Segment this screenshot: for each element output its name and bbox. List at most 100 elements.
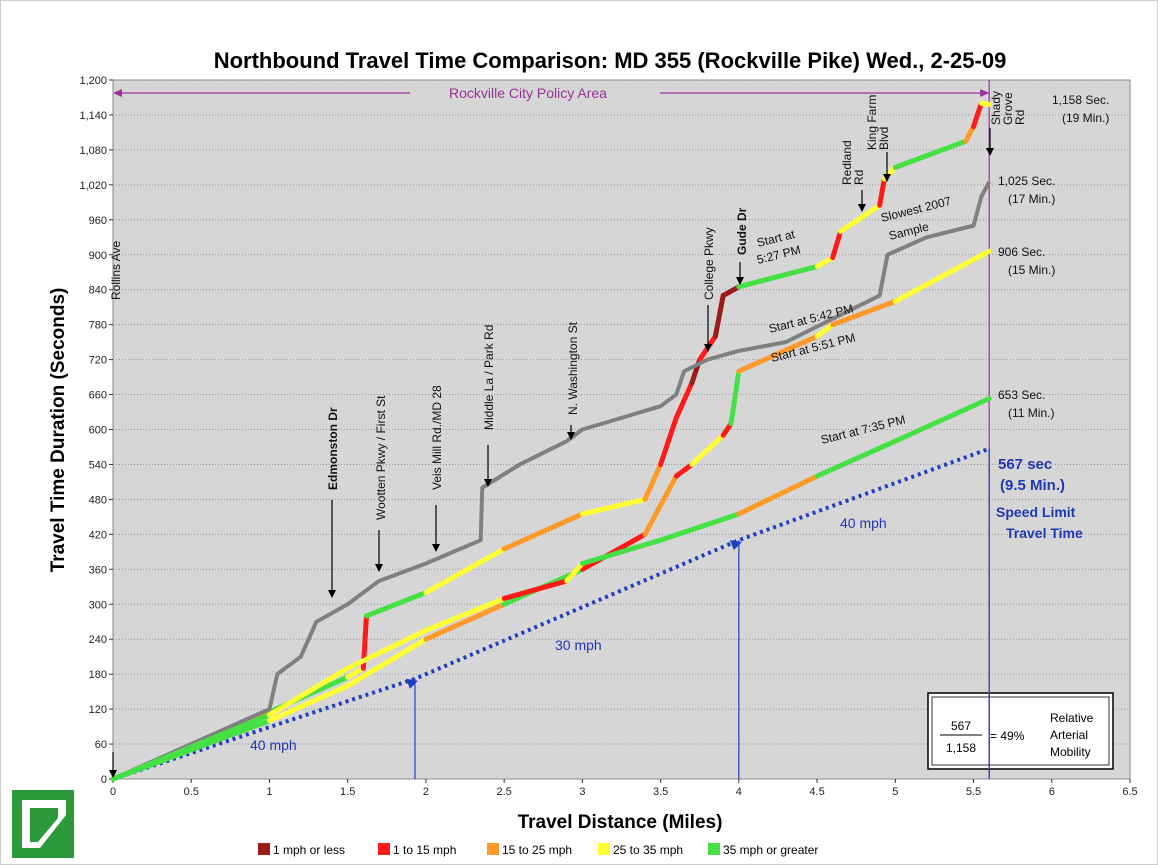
arrowhead [704, 344, 712, 352]
run-segment [892, 396, 992, 444]
x-tick-label: 4.5 [809, 786, 824, 798]
run-segment [712, 293, 726, 339]
y-tick-label: 960 [89, 215, 107, 227]
chart-title: Northbound Travel Time Comparison: MD 35… [214, 48, 1007, 73]
y-tick-label: 720 [89, 355, 107, 367]
arrowhead [405, 678, 418, 689]
run-segment [423, 546, 507, 596]
x-tick-label: 2 [423, 786, 429, 798]
street-label: Rd [1013, 110, 1027, 125]
y-tick-label: 1,140 [79, 110, 107, 122]
logo [12, 790, 74, 858]
y-tick-label: 540 [89, 459, 107, 471]
x-axis-label: Travel Distance (Miles) [518, 812, 723, 833]
street-label: College Pkwy [702, 227, 716, 300]
y-tick-label: 420 [89, 529, 107, 541]
run-segment [345, 627, 429, 671]
street-label: Rd [852, 170, 866, 185]
run-segment [345, 636, 429, 689]
run-segment [736, 473, 820, 517]
run-segment [658, 415, 679, 467]
sample-line [112, 180, 991, 781]
mobility-box [927, 692, 1114, 770]
y-tick-label: 1,080 [79, 145, 107, 157]
legend-label: 1 to 15 mph [393, 843, 456, 857]
run-segment [345, 665, 366, 680]
run-segment [564, 560, 585, 584]
x-tick-label: 5.5 [966, 786, 981, 798]
street-label: Wootten Pkwy / First St [374, 395, 388, 520]
run-segment [266, 683, 351, 724]
run-segment [877, 176, 887, 208]
legend-swatch [598, 843, 610, 855]
arrowhead [113, 89, 122, 97]
run-segment [814, 255, 836, 269]
speed-limit-label: Speed Limit [996, 504, 1076, 520]
legend-label: 1 mph or less [273, 843, 345, 857]
arrowhead [109, 770, 117, 778]
run-segment [363, 590, 429, 619]
street-label: Gude Dr [735, 207, 749, 255]
run-segment [423, 601, 507, 642]
legend-swatch [378, 843, 390, 855]
run-segment [963, 124, 977, 144]
street-label: King Farm [865, 95, 879, 150]
run-segment [642, 473, 679, 537]
street-label: Rollins Ave [109, 241, 123, 300]
run-segment [814, 438, 898, 479]
x-tick-label: 5 [892, 786, 898, 798]
run-segment [720, 284, 742, 299]
street-label: Shady [989, 91, 1003, 125]
street-label: Veis Mill Rd./MD 28 [430, 385, 444, 490]
run-segment [579, 496, 648, 517]
y-tick-label: 660 [89, 390, 107, 402]
legend-label: 25 to 35 mph [613, 843, 683, 857]
end-label: (19 Min.) [1062, 111, 1109, 125]
caption: Arterial [1050, 728, 1088, 742]
speed-label: 30 mph [555, 637, 602, 653]
arrowhead [567, 432, 575, 440]
x-tick-label: 6.5 [1122, 786, 1137, 798]
run-segment [501, 578, 570, 601]
y-tick-label: 240 [89, 634, 107, 646]
run-segment [579, 537, 664, 566]
street-label: Grove [1001, 92, 1015, 125]
y-tick-label: 600 [89, 425, 107, 437]
arrowhead [986, 148, 994, 156]
run-segment [830, 298, 898, 328]
x-tick-label: 2.5 [497, 786, 512, 798]
end-label: 1,158 Sec. [1052, 93, 1109, 107]
x-tick-label: 1 [266, 786, 272, 798]
denominator: 1,158 [946, 741, 976, 755]
x-tick-label: 1.5 [340, 786, 355, 798]
y-tick-label: 780 [89, 320, 107, 332]
run-segment [501, 511, 585, 552]
y-tick-label: 1,200 [79, 75, 107, 87]
run-segment [736, 333, 820, 374]
y-tick-label: 0 [101, 774, 107, 786]
run-segment [658, 511, 742, 543]
end-label: 1,025 Sec. [998, 174, 1055, 188]
street-label: Blvd [877, 127, 891, 150]
end-label: 906 Sec. [998, 245, 1045, 259]
arrowhead [328, 590, 336, 598]
y-tick-label: 300 [89, 599, 107, 611]
run-segment [736, 263, 820, 290]
end-label: (11 Min.) [1008, 406, 1054, 420]
x-tick-label: 6 [1049, 786, 1055, 798]
y-tick-label: 1,020 [79, 180, 107, 192]
run-segment [673, 380, 695, 421]
arrowhead [729, 540, 742, 551]
x-tick-label: 0.5 [184, 786, 199, 798]
street-label: Redland [840, 140, 854, 185]
street-label: Edmonston Dr [326, 407, 340, 490]
y-tick-label: 480 [89, 494, 107, 506]
caption: Relative [1050, 711, 1094, 725]
y-tick-label: 60 [95, 739, 107, 751]
arrowhead [484, 479, 492, 487]
run-segment [423, 595, 507, 633]
street-label: Middle La / Park Rd [482, 325, 496, 430]
y-tick-label: 360 [89, 564, 107, 576]
run-segment [110, 712, 272, 782]
